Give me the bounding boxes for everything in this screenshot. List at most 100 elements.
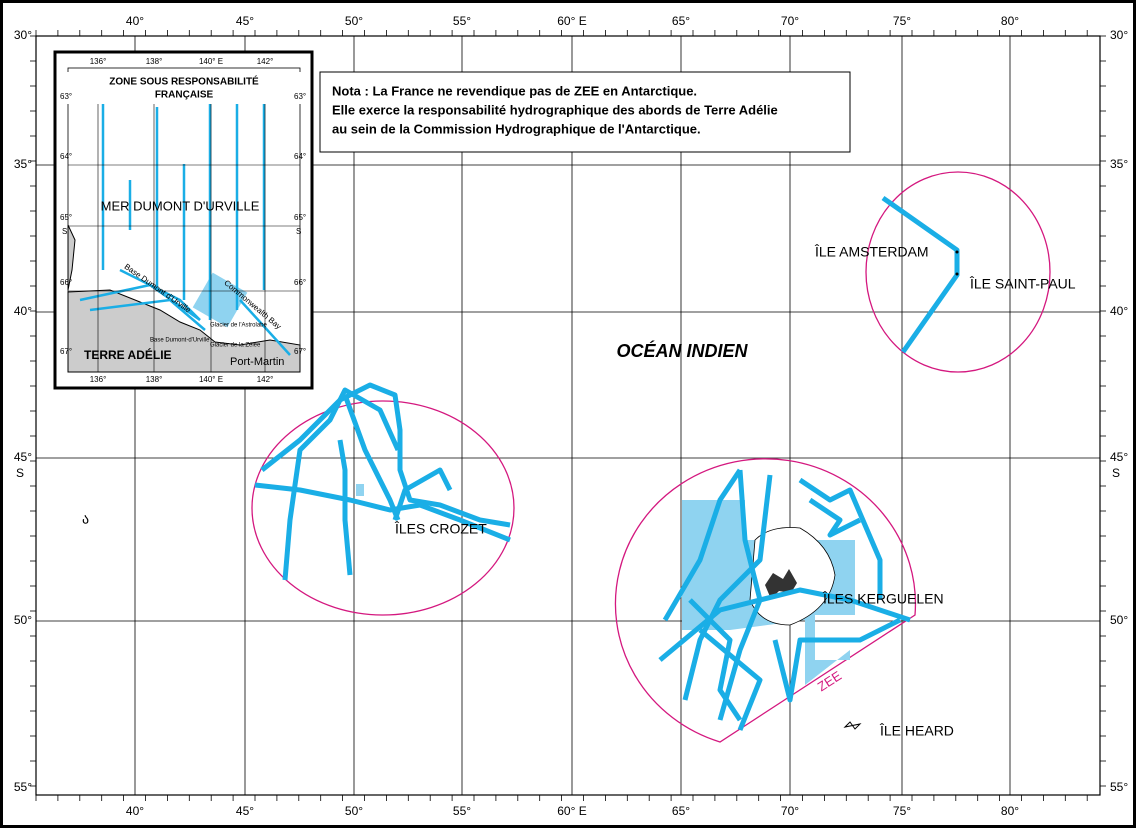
place-label: ÎLE SAINT-PAUL: [969, 276, 1076, 292]
zee-limit: [251, 400, 515, 616]
inset-longitude-label: 142°: [257, 375, 274, 384]
survey-track: [260, 382, 511, 528]
sea-label: MER DUMONT D'URVILLE: [101, 198, 260, 213]
latitude-label: 35°: [1110, 157, 1128, 171]
longitude-label: 75°: [893, 14, 911, 28]
inset-longitude-label: 138°: [146, 57, 163, 66]
survey-track: [282, 387, 401, 581]
inset-longitude-label: 138°: [146, 375, 163, 384]
inset-longitude-label: 136°: [90, 57, 107, 66]
ocean-label: OCÉAN INDIEN: [616, 340, 748, 361]
longitude-label: 70°: [781, 804, 799, 818]
longitude-label: 50°: [345, 804, 363, 818]
latitude-label: 45°: [14, 450, 32, 464]
survey-track: [808, 497, 862, 538]
longitude-label: 60° E: [557, 804, 586, 818]
land-label: TERRE ADÉLIE: [84, 347, 172, 362]
inset-latitude-label: 67°: [294, 347, 306, 356]
latitude-label: 40°: [1110, 304, 1128, 318]
map-shape: [67, 224, 76, 291]
amsterdam-track: [881, 195, 960, 354]
place-label: Base Dumont-d'Urville: [150, 338, 210, 344]
survey-track: [658, 587, 911, 662]
longitude-label: 60° E: [557, 14, 586, 28]
inset-latitude-label: 63°: [294, 92, 306, 101]
longitude-label: 45°: [236, 804, 254, 818]
note-line: Nota : La France ne revendique pas de ZE…: [332, 83, 697, 98]
inset-longitude-label: 140° E: [199, 375, 223, 384]
hemisphere-label: S: [16, 466, 24, 480]
survey-track: [89, 298, 206, 331]
inset-longitude-label: 140° E: [199, 57, 223, 66]
place-label: ÎLES CROZET: [394, 521, 487, 537]
longitude-label: 70°: [781, 14, 799, 28]
inset-latitude-label: 66°: [294, 278, 306, 287]
latitude-label: 50°: [1110, 613, 1128, 627]
survey-track: [254, 482, 511, 543]
place-label: ÎLES KERGUELEN: [822, 591, 944, 607]
latitude-label: 55°: [14, 780, 32, 794]
inset-longitude-label: 142°: [257, 57, 274, 66]
island: [843, 721, 862, 730]
latitude-label: 40°: [14, 304, 32, 318]
zee-limit: [614, 458, 917, 743]
inset-graticule: 136° 136° 138° 138° 140° E 140° E 142° 142° 63° 6…: [60, 57, 306, 384]
place-label: Port-Martin: [230, 356, 284, 368]
survey-track: [337, 439, 353, 576]
note-line: Elle exerce la responsabilité hydrograph…: [332, 102, 778, 117]
longitude-label: 55°: [453, 14, 471, 28]
longitude-label: 80°: [1001, 804, 1019, 818]
latitude-label: 55°: [1110, 780, 1128, 794]
survey-track: [798, 477, 883, 600]
place-label: ÎLE AMSTERDAM: [814, 244, 929, 260]
inset-latitude-label: 64°: [294, 152, 306, 161]
place-label: Glacier de l'Astrolabe: [210, 323, 268, 329]
place-label: ÎLE HEARD: [879, 723, 954, 739]
longitude-label: 50°: [345, 14, 363, 28]
survey-track: [119, 268, 201, 321]
longitude-label: 45°: [236, 14, 254, 28]
survey-track: [772, 617, 902, 703]
survey-track: [698, 628, 763, 731]
survey-track: [392, 467, 453, 521]
crozet-tracks: [254, 382, 511, 581]
place-label: Glacier de la Zélée: [210, 343, 261, 349]
kerguelen-surveys: [658, 468, 911, 731]
inset-latitude-label: 64°: [60, 152, 72, 161]
zee-limit: [865, 171, 1051, 373]
inset-latitude-label: 65°: [60, 213, 72, 222]
latitude-label: 35°: [14, 157, 32, 171]
island: [955, 250, 959, 254]
latitude-label: 30°: [1110, 28, 1128, 42]
map-shape: [60, 72, 308, 104]
latitude-label: 50°: [14, 613, 32, 627]
island: ა: [82, 511, 89, 527]
note-box: [319, 71, 851, 153]
inset-title: ZONE SOUS RESPONSABILITÉ: [109, 75, 259, 88]
inset-longitude-label: 136°: [90, 375, 107, 384]
hemisphere-label: S: [1112, 466, 1120, 480]
inset-latitude-label: 67°: [60, 347, 72, 356]
longitude-label: 80°: [1001, 14, 1019, 28]
longitude-label: 40°: [126, 804, 144, 818]
longitude-label: 55°: [453, 804, 471, 818]
map-shape: [192, 272, 248, 328]
map-shape: [74, 346, 189, 366]
inset-hemisphere-label: S: [296, 227, 301, 236]
latitude-label: 45°: [1110, 450, 1128, 464]
longitude-label: 65°: [672, 14, 690, 28]
inset-latitude-label: 65°: [294, 213, 306, 222]
longitude-label: 75°: [893, 804, 911, 818]
survey-track: [682, 474, 773, 701]
survey-track: [342, 394, 401, 521]
island: [955, 272, 959, 276]
latitude-label: 30°: [14, 28, 32, 42]
inset-latitude-label: 63°: [60, 92, 72, 101]
map-shape: [356, 484, 364, 496]
note-line: au sein de la Commission Hydrographique …: [332, 121, 701, 136]
longitude-label: 40°: [126, 14, 144, 28]
inset-hemisphere-label: S: [62, 227, 67, 236]
inset-latitude-label: 66°: [60, 278, 72, 287]
